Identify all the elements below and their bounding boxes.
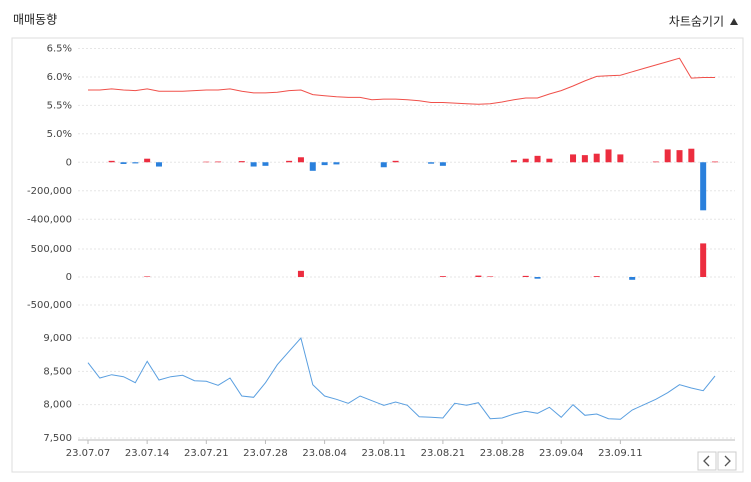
y-tick-label: 8,000 xyxy=(43,400,72,411)
x-tick-label: 23.08.11 xyxy=(361,448,406,459)
y-tick-label: 0 xyxy=(66,272,72,283)
x-tick-label: 23.08.21 xyxy=(421,448,466,459)
bar xyxy=(439,276,446,277)
bar xyxy=(700,162,707,211)
y-tick-label: 8,500 xyxy=(43,366,72,377)
bar xyxy=(664,149,671,163)
next-icon[interactable] xyxy=(724,455,731,467)
bar xyxy=(297,157,304,163)
y-tick-label: -500,000 xyxy=(27,300,72,311)
x-tick-label: 23.09.04 xyxy=(539,448,584,459)
bar xyxy=(581,155,588,163)
x-tick-label: 23.07.07 xyxy=(66,448,111,459)
y-tick-label: 6.5% xyxy=(47,44,72,55)
bar xyxy=(652,161,659,163)
bar xyxy=(688,148,695,163)
bar xyxy=(297,270,304,277)
x-tick-label: 23.07.28 xyxy=(243,448,288,459)
bar xyxy=(534,155,541,163)
next-button[interactable] xyxy=(717,451,737,471)
bar xyxy=(144,276,151,277)
line-series xyxy=(88,57,715,105)
x-tick-label: 23.07.14 xyxy=(125,448,170,459)
bar xyxy=(593,276,600,277)
bar xyxy=(510,160,517,163)
y-tick-label: 500,000 xyxy=(31,244,72,255)
prev-button[interactable] xyxy=(697,451,717,471)
bar xyxy=(617,154,624,163)
bar xyxy=(546,158,553,163)
x-tick-label: 23.07.21 xyxy=(184,448,229,459)
bar xyxy=(203,161,210,163)
y-tick-label: 5.0% xyxy=(47,129,72,140)
y-tick-label: 0 xyxy=(66,157,72,168)
y-tick-label: -400,000 xyxy=(27,214,72,225)
y-tick-label: 5.5% xyxy=(47,100,72,111)
bar xyxy=(700,243,707,277)
bar xyxy=(428,162,435,164)
prev-icon[interactable] xyxy=(703,455,710,467)
bar xyxy=(108,160,115,163)
bar xyxy=(570,154,577,163)
section-title: 매매동향 xyxy=(13,13,57,27)
bar xyxy=(250,162,257,167)
x-tick-label: 23.08.28 xyxy=(480,448,525,459)
y-tick-label: 6.0% xyxy=(47,72,72,83)
bar xyxy=(132,162,139,164)
bar xyxy=(439,162,446,166)
bar xyxy=(629,277,636,280)
bar xyxy=(534,277,541,279)
bar xyxy=(522,158,529,163)
bar xyxy=(593,153,600,163)
bar xyxy=(522,275,529,277)
toggle-arrow[interactable] xyxy=(730,18,738,25)
toggle-chart[interactable]: 차트숨기기 xyxy=(669,15,724,29)
x-tick-label: 23.08.04 xyxy=(302,448,347,459)
bar xyxy=(605,149,612,163)
bar xyxy=(321,162,328,166)
bar xyxy=(676,150,683,163)
bar xyxy=(392,160,399,163)
bar xyxy=(262,162,269,166)
bar xyxy=(144,158,151,163)
line-series xyxy=(87,336,716,420)
x-tick-label: 23.09.11 xyxy=(598,448,643,459)
y-tick-label: 7,500 xyxy=(43,433,72,444)
bar xyxy=(333,162,340,165)
bar xyxy=(475,275,482,277)
chart-frame xyxy=(11,37,744,473)
bar xyxy=(309,162,316,171)
bar xyxy=(238,161,245,163)
y-tick-label: -200,000 xyxy=(27,186,72,197)
bar xyxy=(215,161,222,163)
bar xyxy=(380,162,387,168)
bar xyxy=(286,160,293,163)
bar xyxy=(487,276,494,277)
bar xyxy=(712,161,718,163)
y-tick-label: 9,000 xyxy=(43,333,72,344)
bar xyxy=(155,162,162,167)
bar xyxy=(120,162,127,164)
